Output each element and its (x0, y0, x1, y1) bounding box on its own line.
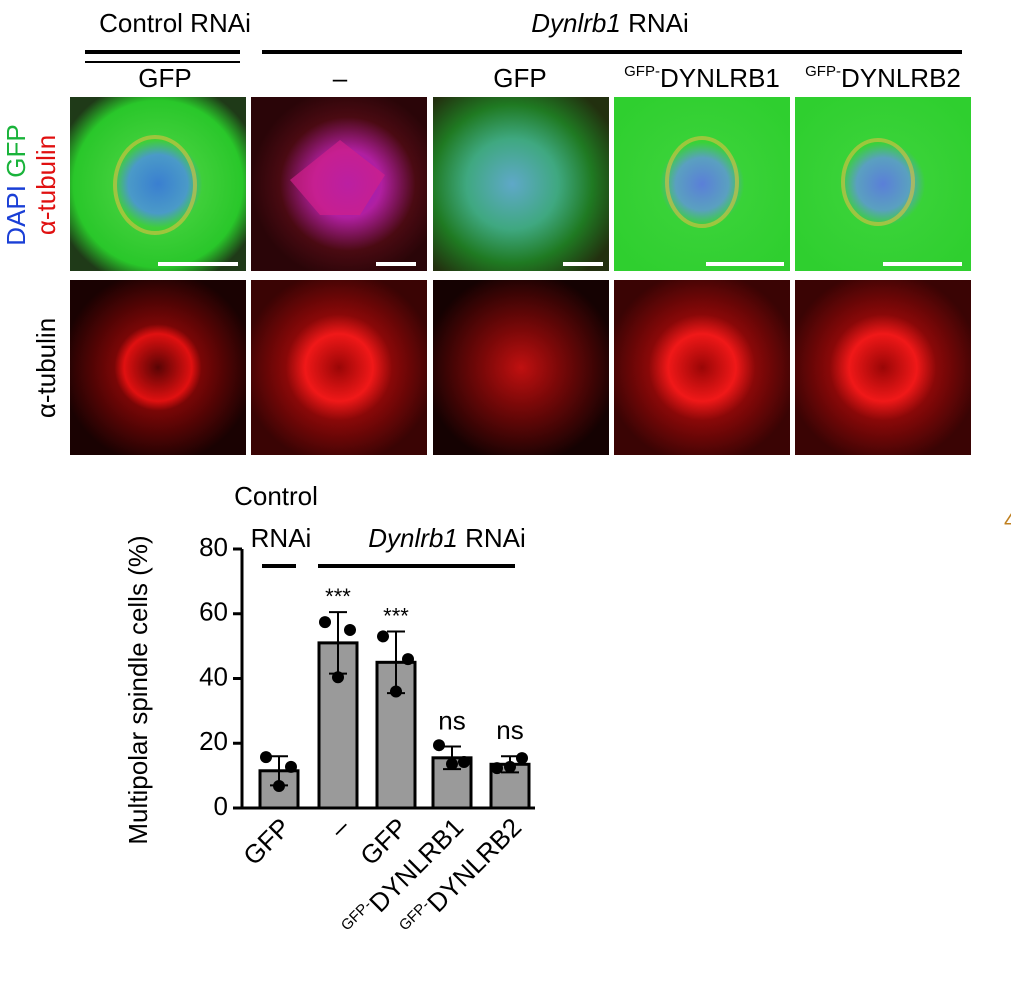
micrograph (70, 97, 246, 271)
micrograph (251, 280, 427, 455)
label-text: GFP (138, 63, 191, 93)
micrograph (795, 280, 971, 455)
data-point (344, 623, 356, 636)
stain-label: α-tubulin (31, 135, 61, 235)
stain-label: GFP (1, 124, 31, 177)
x-tick-label: – (324, 812, 356, 844)
label-prefix: GFP- (624, 63, 660, 80)
data-point (504, 760, 516, 773)
data-point (260, 751, 272, 764)
significance: *** (325, 584, 351, 609)
y-tick-label: 80 (199, 532, 228, 562)
data-point (332, 671, 344, 684)
column-label: GFP-DYNLRB1 (624, 63, 780, 93)
label-prefix: GFP- (805, 63, 841, 80)
x-tick-label: GFP (237, 812, 296, 871)
label-text: GFP (237, 812, 296, 871)
group-label: Control RNAi (99, 8, 251, 38)
y-tick-label: 60 (199, 597, 228, 627)
y-tick-label: 0 (214, 791, 228, 821)
column-label: GFP (493, 63, 546, 93)
y-axis-label: Multipolar spindle cells (%) (123, 535, 153, 844)
data-point (319, 616, 331, 629)
data-point (273, 779, 285, 792)
y-tick-label: 20 (199, 726, 228, 756)
gene-name: Dynlrb1 (368, 523, 458, 553)
data-point (491, 762, 503, 775)
data-point (285, 760, 297, 773)
significance: *** (383, 603, 409, 628)
micrograph (433, 97, 609, 271)
stain-label: α-tubulin (31, 318, 61, 418)
column-label: – (333, 63, 348, 93)
group-label: RNAi (251, 523, 312, 553)
group-suffix: RNAi (628, 8, 689, 38)
label-text: – (324, 812, 356, 844)
micrograph (614, 280, 790, 455)
gene-name: Dynlrb1 (531, 8, 621, 38)
row-label-line: α-tubulin (31, 135, 61, 235)
edge-fragment: 4 (1004, 508, 1011, 533)
spindle (113, 135, 197, 235)
y-tick-label: 40 (199, 661, 228, 691)
label-text: DYNLRB2 (841, 63, 961, 93)
row-label: DAPI GFP α-tubulin (1, 124, 61, 245)
micrograph (70, 280, 246, 455)
micrograph (795, 97, 971, 271)
data-point (446, 757, 458, 770)
label-text: – (333, 63, 348, 93)
label-text: DYNLRB1 (660, 63, 780, 93)
spindle (841, 138, 915, 226)
spindle (665, 136, 739, 228)
data-point (433, 739, 445, 752)
row-label-line: DAPI GFP (1, 124, 31, 245)
significance: ns (438, 705, 465, 735)
group-suffix: RNAi (465, 523, 526, 553)
column-label: GFP (138, 63, 191, 93)
data-point (516, 752, 528, 765)
data-point (390, 685, 402, 698)
data-point (402, 653, 414, 666)
group-label: Dynlrb1 RNAi (531, 8, 689, 38)
micrograph (433, 280, 609, 455)
data-point (458, 756, 470, 769)
spindle (290, 140, 385, 215)
stain-label: DAPI (1, 185, 31, 246)
group-label: Control (234, 481, 318, 511)
label-text: GFP (493, 63, 546, 93)
data-point (377, 630, 389, 643)
group-label: Dynlrb1 RNAi (368, 523, 526, 553)
column-label: GFP-DYNLRB2 (805, 63, 961, 93)
significance: ns (496, 715, 523, 745)
micrograph (614, 97, 790, 271)
